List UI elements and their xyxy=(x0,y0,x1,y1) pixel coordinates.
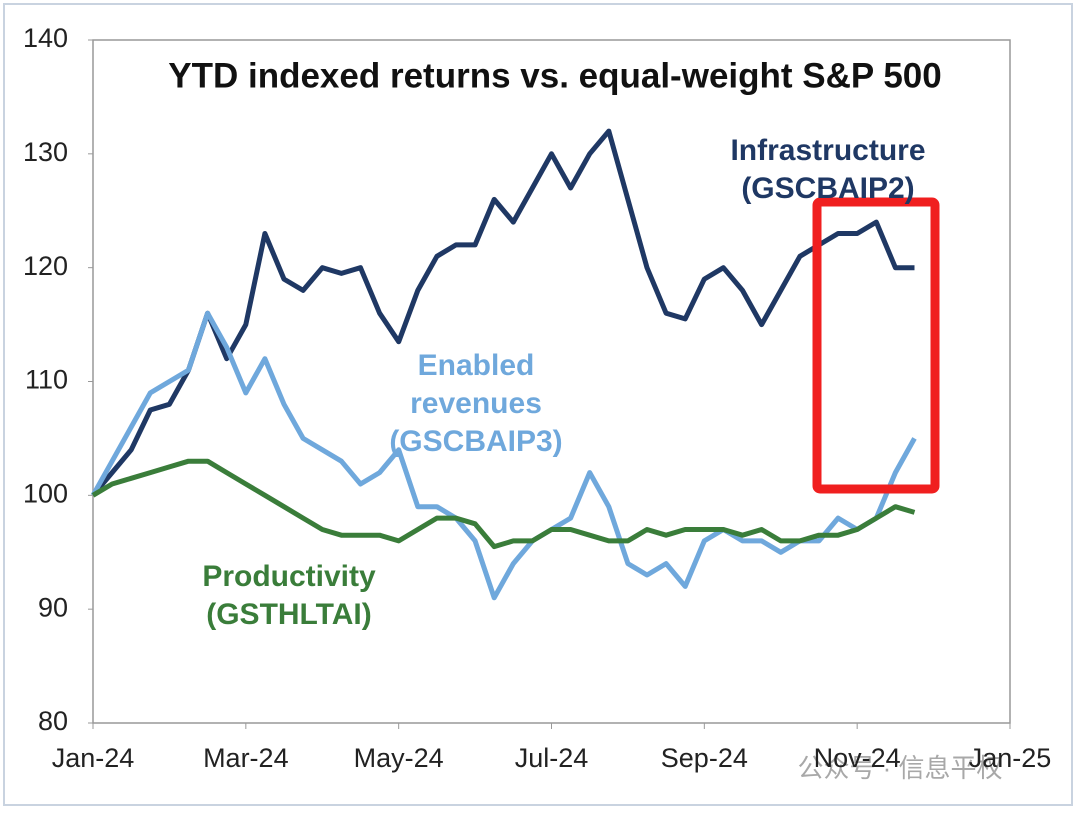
series-line xyxy=(91,458,916,550)
series-label: Infrastructure (GSCBAIP2) xyxy=(730,134,925,205)
y-tick-label: 90 xyxy=(38,592,68,622)
series-label: Enabled revenues (GSCBAIP3) xyxy=(389,349,562,458)
series-line xyxy=(90,310,917,601)
y-tick-label: 130 xyxy=(23,137,68,167)
y-tick-label: 100 xyxy=(23,478,68,508)
y-tick-label: 80 xyxy=(38,706,68,736)
frame xyxy=(3,3,1073,806)
watermark: 公众号 · 信息平权 xyxy=(797,753,1002,783)
y-tick-label: 110 xyxy=(25,365,68,395)
x-tick-label: Sep-24 xyxy=(661,743,748,773)
lines xyxy=(90,128,917,601)
x-tick-label: Jul-24 xyxy=(515,743,589,773)
series-label: Productivity (GSTHLTAI) xyxy=(202,560,376,631)
highlight-box xyxy=(812,197,940,494)
x-tick-label: Mar-24 xyxy=(203,743,289,773)
y-tick-label: 140 xyxy=(23,23,68,53)
x-tick-label: Nov-24 xyxy=(814,743,901,773)
x-tick-label: Jan-24 xyxy=(52,743,135,773)
x-tick-label: Jan-25 xyxy=(969,743,1052,773)
x-tick-label: May-24 xyxy=(354,743,444,773)
y-tick-label: 120 xyxy=(23,251,68,281)
chart-title: YTD indexed returns vs. equal-weight S&P… xyxy=(168,56,941,95)
